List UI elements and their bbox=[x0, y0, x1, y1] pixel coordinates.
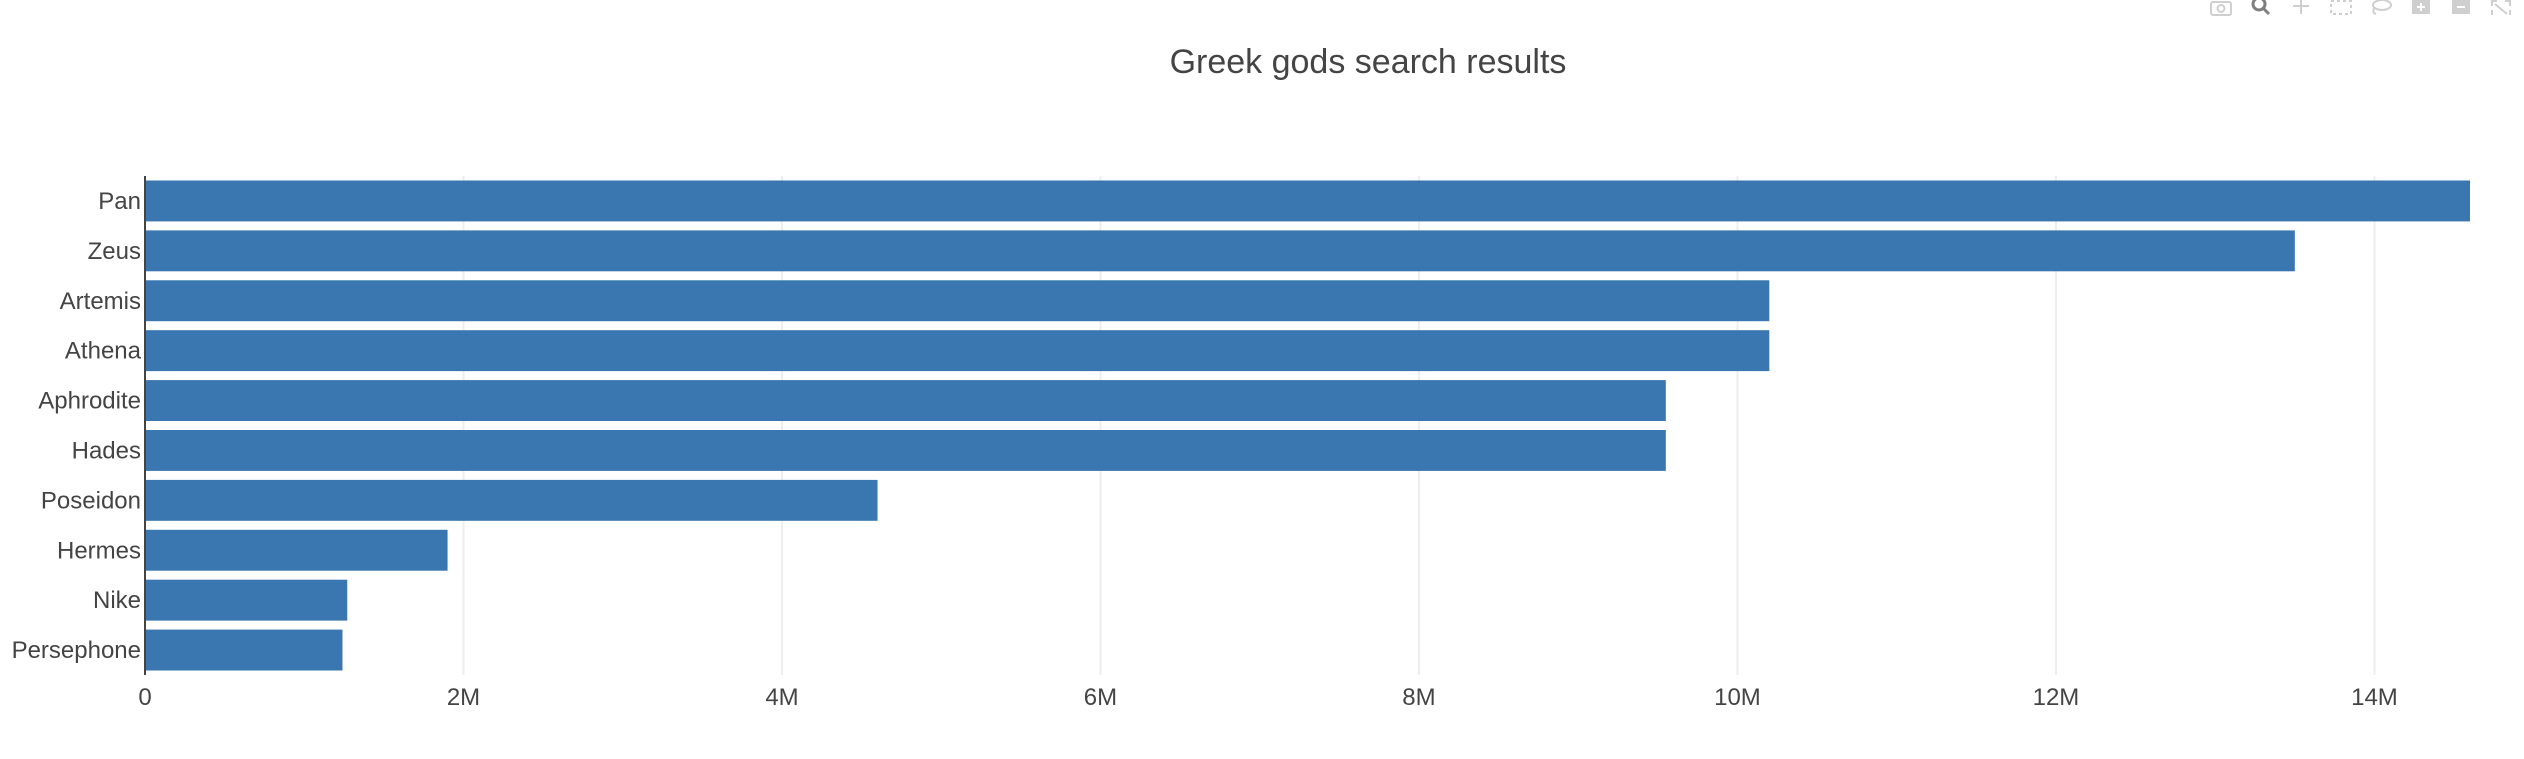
zoom-in-icon[interactable] bbox=[2408, 0, 2434, 18]
autoscale-icon[interactable] bbox=[2488, 0, 2514, 18]
y-tick-label: Pan bbox=[98, 188, 141, 215]
x-tick-label: 8M bbox=[1402, 684, 1435, 711]
y-tick-label: Hades bbox=[72, 437, 141, 464]
x-tick-label: 10M bbox=[1714, 684, 1761, 711]
bar-hades[interactable] bbox=[145, 429, 1666, 471]
x-tick-label: 2M bbox=[447, 684, 480, 711]
x-tick-label: 0 bbox=[138, 684, 151, 711]
y-tick-label: Aphrodite bbox=[38, 388, 141, 415]
bar-artemis[interactable] bbox=[145, 280, 1770, 322]
x-tick-label: 6M bbox=[1084, 684, 1117, 711]
bar-athena[interactable] bbox=[145, 330, 1770, 372]
modebar bbox=[2208, 0, 2514, 22]
bars bbox=[145, 180, 2470, 671]
camera-icon[interactable] bbox=[2208, 0, 2234, 18]
lasso-icon[interactable] bbox=[2368, 0, 2394, 18]
x-tick-label: 14M bbox=[2351, 684, 2398, 711]
zoom-icon[interactable] bbox=[2248, 0, 2274, 18]
bar-hermes[interactable] bbox=[145, 529, 448, 571]
y-tick-label: Zeus bbox=[88, 238, 141, 265]
x-tick-label: 4M bbox=[765, 684, 798, 711]
y-tick-label: Artemis bbox=[60, 288, 141, 315]
bar-pan[interactable] bbox=[145, 180, 2470, 222]
box-select-icon[interactable] bbox=[2328, 0, 2354, 18]
bar-persephone[interactable] bbox=[145, 629, 343, 671]
y-tick-label: Nike bbox=[93, 587, 141, 614]
y-tick-label: Poseidon bbox=[41, 487, 141, 514]
bar-zeus[interactable] bbox=[145, 230, 2295, 272]
bar-nike[interactable] bbox=[145, 579, 348, 621]
y-tick-label: Hermes bbox=[57, 537, 141, 564]
bar-poseidon[interactable] bbox=[145, 479, 878, 521]
x-tick-label: 12M bbox=[2033, 684, 2080, 711]
y-tick-label: Persephone bbox=[12, 637, 141, 664]
pan-icon[interactable] bbox=[2288, 0, 2314, 18]
bar-aphrodite[interactable] bbox=[145, 380, 1666, 422]
axes: 0 2M 4M 6M 8M 10M 12M 14M Pan Zeus Artemis Athena Ap… bbox=[12, 176, 2398, 711]
zoom-out-icon[interactable] bbox=[2448, 0, 2474, 18]
y-tick-label: Athena bbox=[65, 338, 142, 365]
chart-title: Greek gods search results bbox=[1170, 43, 1567, 81]
